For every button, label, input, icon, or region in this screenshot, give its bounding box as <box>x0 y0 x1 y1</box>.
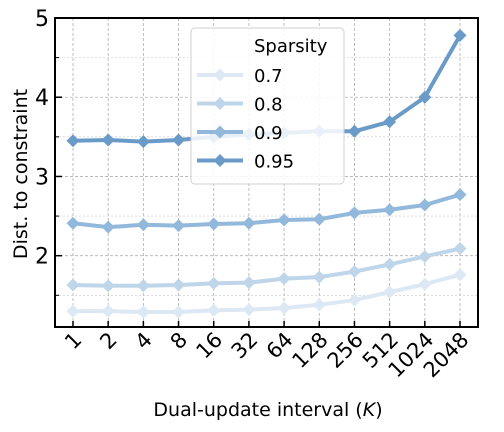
data-point <box>207 217 221 231</box>
y-axis-label: Dist. to constraint <box>10 89 32 259</box>
legend-title: Sparsity <box>254 36 328 57</box>
data-point <box>418 198 432 212</box>
data-point <box>101 133 115 147</box>
y-tick-label: 4 <box>35 86 49 111</box>
x-tick-label: 1 <box>60 328 86 354</box>
series-0.8 <box>66 242 467 293</box>
data-point <box>101 279 115 293</box>
legend-entry-label: 0.95 <box>254 152 294 173</box>
data-point <box>347 124 361 138</box>
data-point <box>347 206 361 220</box>
data-point <box>312 298 326 312</box>
x-axis-label-var: K <box>363 399 377 421</box>
legend: Sparsity 0.7 0.8 0.9 0.95 <box>190 27 345 185</box>
x-axis-label-close: ) <box>375 399 382 421</box>
legend-swatch-marker <box>213 154 227 167</box>
data-point <box>418 277 432 291</box>
plot-frame <box>54 17 479 328</box>
data-point <box>418 90 432 104</box>
series-0.9 <box>66 188 467 234</box>
data-point <box>207 303 221 317</box>
legend-swatch-marker <box>213 68 227 82</box>
data-point <box>277 213 291 227</box>
legend-swatch-marker <box>213 97 227 110</box>
data-point <box>242 216 256 230</box>
data-point <box>312 270 326 284</box>
data-point <box>136 218 150 232</box>
data-point <box>172 219 186 233</box>
data-point <box>136 279 150 293</box>
data-point <box>347 293 361 307</box>
y-tick-label: 5 <box>35 7 49 32</box>
data-point <box>312 212 326 226</box>
data-point <box>453 28 467 42</box>
data-point <box>66 278 80 292</box>
data-point <box>207 276 221 290</box>
x-axis-label: Dual-update interval (K) <box>153 399 382 421</box>
data-point <box>66 216 80 230</box>
data-point <box>101 220 115 234</box>
data-point <box>172 305 186 319</box>
data-point <box>66 304 80 318</box>
data-point <box>277 301 291 315</box>
x-tick-label: 16 <box>191 328 227 364</box>
data-point <box>66 134 80 148</box>
x-axis-label-text: Dual-update interval ( <box>153 399 362 421</box>
data-point <box>453 268 467 282</box>
x-tick-label: 2 <box>95 328 121 354</box>
data-point <box>453 242 467 256</box>
data-point <box>383 115 397 129</box>
data-point <box>347 265 361 279</box>
x-tick-label: 4 <box>130 328 156 354</box>
data-point <box>418 249 432 263</box>
data-point <box>242 303 256 317</box>
data-point <box>136 305 150 319</box>
x-tick-label: 256 <box>323 328 368 373</box>
data-point <box>277 272 291 286</box>
legend-box <box>190 27 345 185</box>
x-tick-label: 8 <box>166 328 192 354</box>
legend-entry-label: 0.9 <box>254 123 283 144</box>
data-point <box>136 135 150 149</box>
legend-entry-label: 0.8 <box>254 95 283 116</box>
data-point <box>101 304 115 318</box>
y-tick-label: 3 <box>35 165 49 190</box>
data-point <box>172 278 186 292</box>
y-tick-label: 2 <box>35 245 49 270</box>
legend-entry-label: 0.7 <box>254 66 283 87</box>
data-point <box>242 276 256 290</box>
data-point <box>453 188 467 202</box>
data-point <box>172 133 186 147</box>
x-tick-label: 128 <box>287 328 332 373</box>
data-point <box>383 257 397 271</box>
legend-swatch-marker <box>213 125 227 139</box>
x-tick-label: 32 <box>227 328 263 364</box>
series-line <box>72 192 461 230</box>
series-0.7 <box>66 268 467 319</box>
data-point <box>383 285 397 299</box>
series-line <box>72 246 461 288</box>
data-point <box>383 203 397 217</box>
